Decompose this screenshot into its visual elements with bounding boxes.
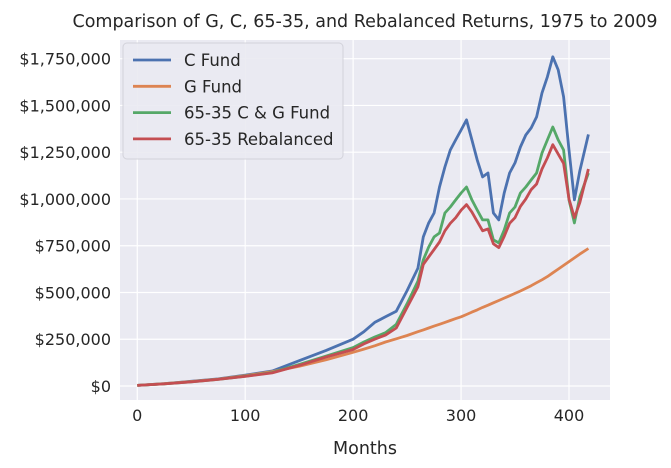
x-axis-label: Months [333, 439, 397, 459]
series-line-3 [137, 143, 590, 387]
y-tick-label: $1,250,000 [19, 143, 111, 162]
legend-label: G Fund [184, 77, 242, 96]
x-tick-label: 400 [554, 406, 585, 425]
y-tick-label: $0 [91, 377, 111, 396]
x-tick-label: 0 [132, 406, 142, 425]
y-tick-label: $1,750,000 [19, 50, 111, 69]
legend: C Fund G Fund 65-35 C & G Fund 65-35 Rebala… [122, 42, 344, 160]
legend-label: 65-35 C & G Fund [184, 104, 330, 123]
series-lines [137, 55, 590, 387]
legend-box [122, 42, 344, 160]
tick-labels: 0 100 200 300 400 $0 $250,000 $500,000 $750,000 $… [19, 50, 584, 425]
x-tick-label: 100 [230, 406, 261, 425]
y-tick-label: $1,500,000 [19, 96, 111, 115]
y-tick-label: $750,000 [35, 237, 111, 256]
legend-label: C Fund [184, 51, 241, 70]
x-tick-label: 300 [446, 406, 477, 425]
y-tick-label: $1,000,000 [19, 190, 111, 209]
series-line-1 [137, 247, 590, 387]
y-tick-label: $500,000 [35, 283, 111, 302]
legend-label: 65-35 Rebalanced [184, 130, 334, 149]
chart-title: Comparison of G, C, 65-35, and Rebalance… [72, 12, 657, 32]
y-tick-label: $250,000 [35, 330, 111, 349]
series-line-0 [137, 55, 590, 387]
x-tick-label: 200 [338, 406, 369, 425]
gridlines [120, 40, 610, 400]
